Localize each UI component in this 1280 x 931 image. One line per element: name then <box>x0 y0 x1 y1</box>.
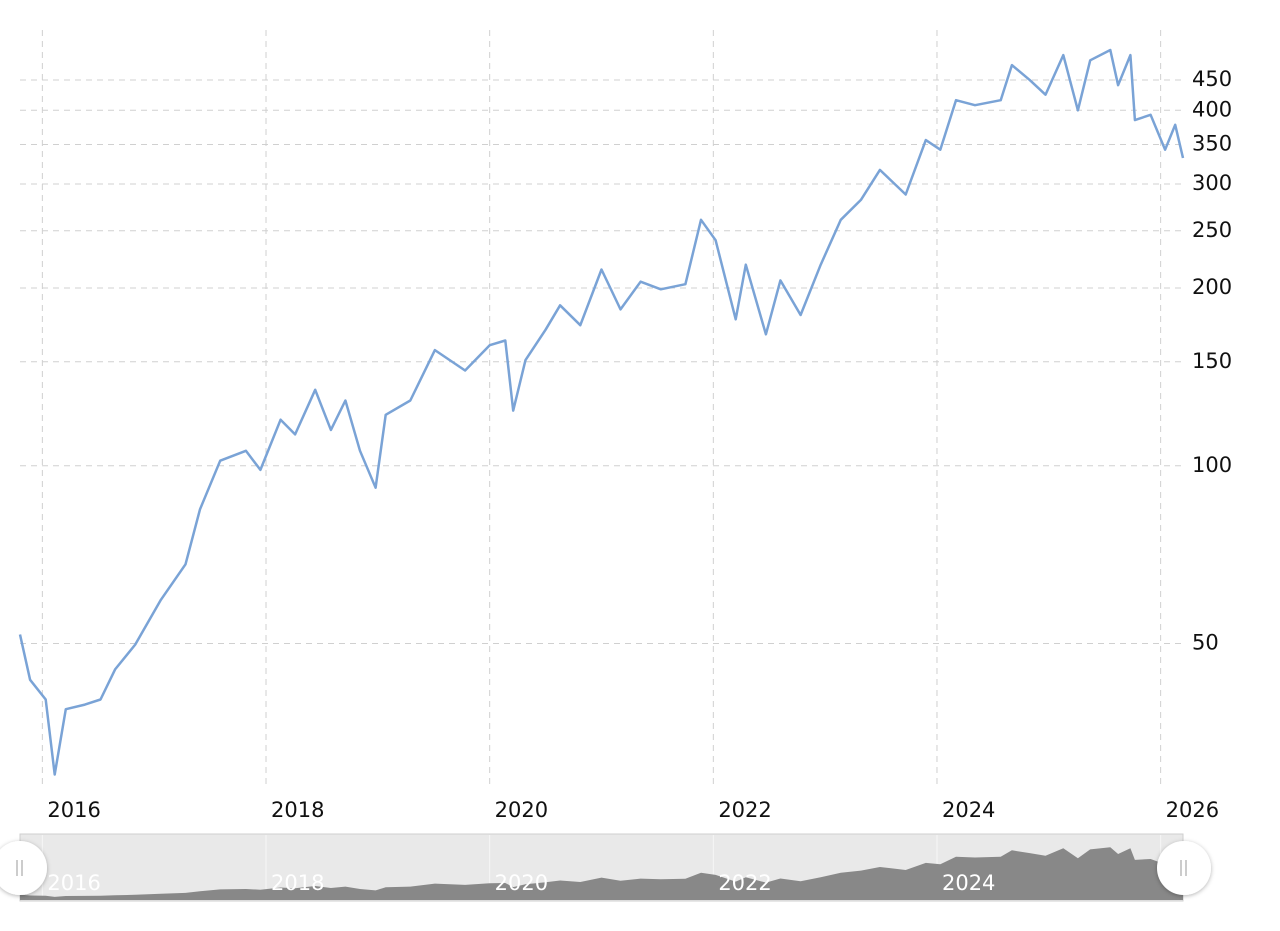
navigator-label: 2016 <box>47 871 100 895</box>
x-tick-label: 2024 <box>942 798 995 822</box>
y-tick-label: 450 <box>1192 67 1232 91</box>
navigator-area <box>20 847 1183 900</box>
x-tick-label: 2026 <box>1166 798 1219 822</box>
x-tick-label: 2018 <box>271 798 324 822</box>
y-tick-label: 100 <box>1192 453 1232 477</box>
navigator-handle-left[interactable] <box>0 841 47 895</box>
navigator-handle-right[interactable] <box>1157 841 1211 895</box>
navigator-label: 2020 <box>495 871 548 895</box>
navigator-label: 2022 <box>718 871 771 895</box>
x-tick-label: 2022 <box>718 798 771 822</box>
y-tick-label: 400 <box>1192 97 1232 121</box>
y-tick-label: 150 <box>1192 349 1232 373</box>
x-tick-label: 2020 <box>495 798 548 822</box>
y-tick-label: 50 <box>1192 631 1219 655</box>
y-tick-label: 200 <box>1192 275 1232 299</box>
y-tick-label: 250 <box>1192 218 1232 242</box>
navigator: 2016 2018 2020 2022 2024 <box>20 835 1183 900</box>
price-line <box>18 48 1185 776</box>
y-tick-label: 350 <box>1192 132 1232 156</box>
navigator-label: 2024 <box>942 871 995 895</box>
navigator-label: 2018 <box>271 871 324 895</box>
y-tick-label: 300 <box>1192 171 1232 195</box>
x-tick-label: 2016 <box>47 798 100 822</box>
